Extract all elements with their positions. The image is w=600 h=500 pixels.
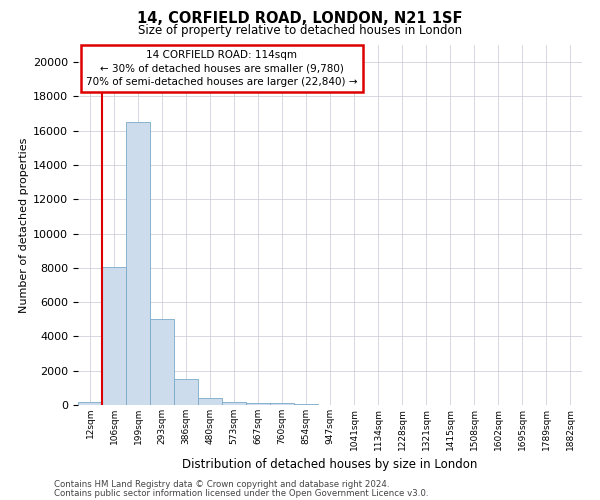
X-axis label: Distribution of detached houses by size in London: Distribution of detached houses by size … (182, 458, 478, 471)
Bar (102, 267, 126, 405)
Bar (126, 122, 150, 405)
Y-axis label: Number of detached properties: Number of detached properties (19, 138, 29, 312)
Bar (174, 380, 198, 405)
Bar (270, 404, 294, 405)
Text: 14, CORFIELD ROAD, LONDON, N21 1SF: 14, CORFIELD ROAD, LONDON, N21 1SF (137, 11, 463, 26)
Bar (198, 398, 222, 405)
Bar (222, 402, 246, 405)
Text: Contains public sector information licensed under the Open Government Licence v3: Contains public sector information licen… (54, 488, 428, 498)
Text: 14 CORFIELD ROAD: 114sqm
← 30% of detached houses are smaller (9,780)
70% of sem: 14 CORFIELD ROAD: 114sqm ← 30% of detach… (86, 50, 358, 87)
Text: Contains HM Land Registry data © Crown copyright and database right 2024.: Contains HM Land Registry data © Crown c… (54, 480, 389, 489)
Bar (294, 404, 318, 405)
Bar (78, 402, 102, 405)
Bar (150, 320, 174, 405)
Bar (246, 402, 270, 405)
Text: Size of property relative to detached houses in London: Size of property relative to detached ho… (138, 24, 462, 37)
